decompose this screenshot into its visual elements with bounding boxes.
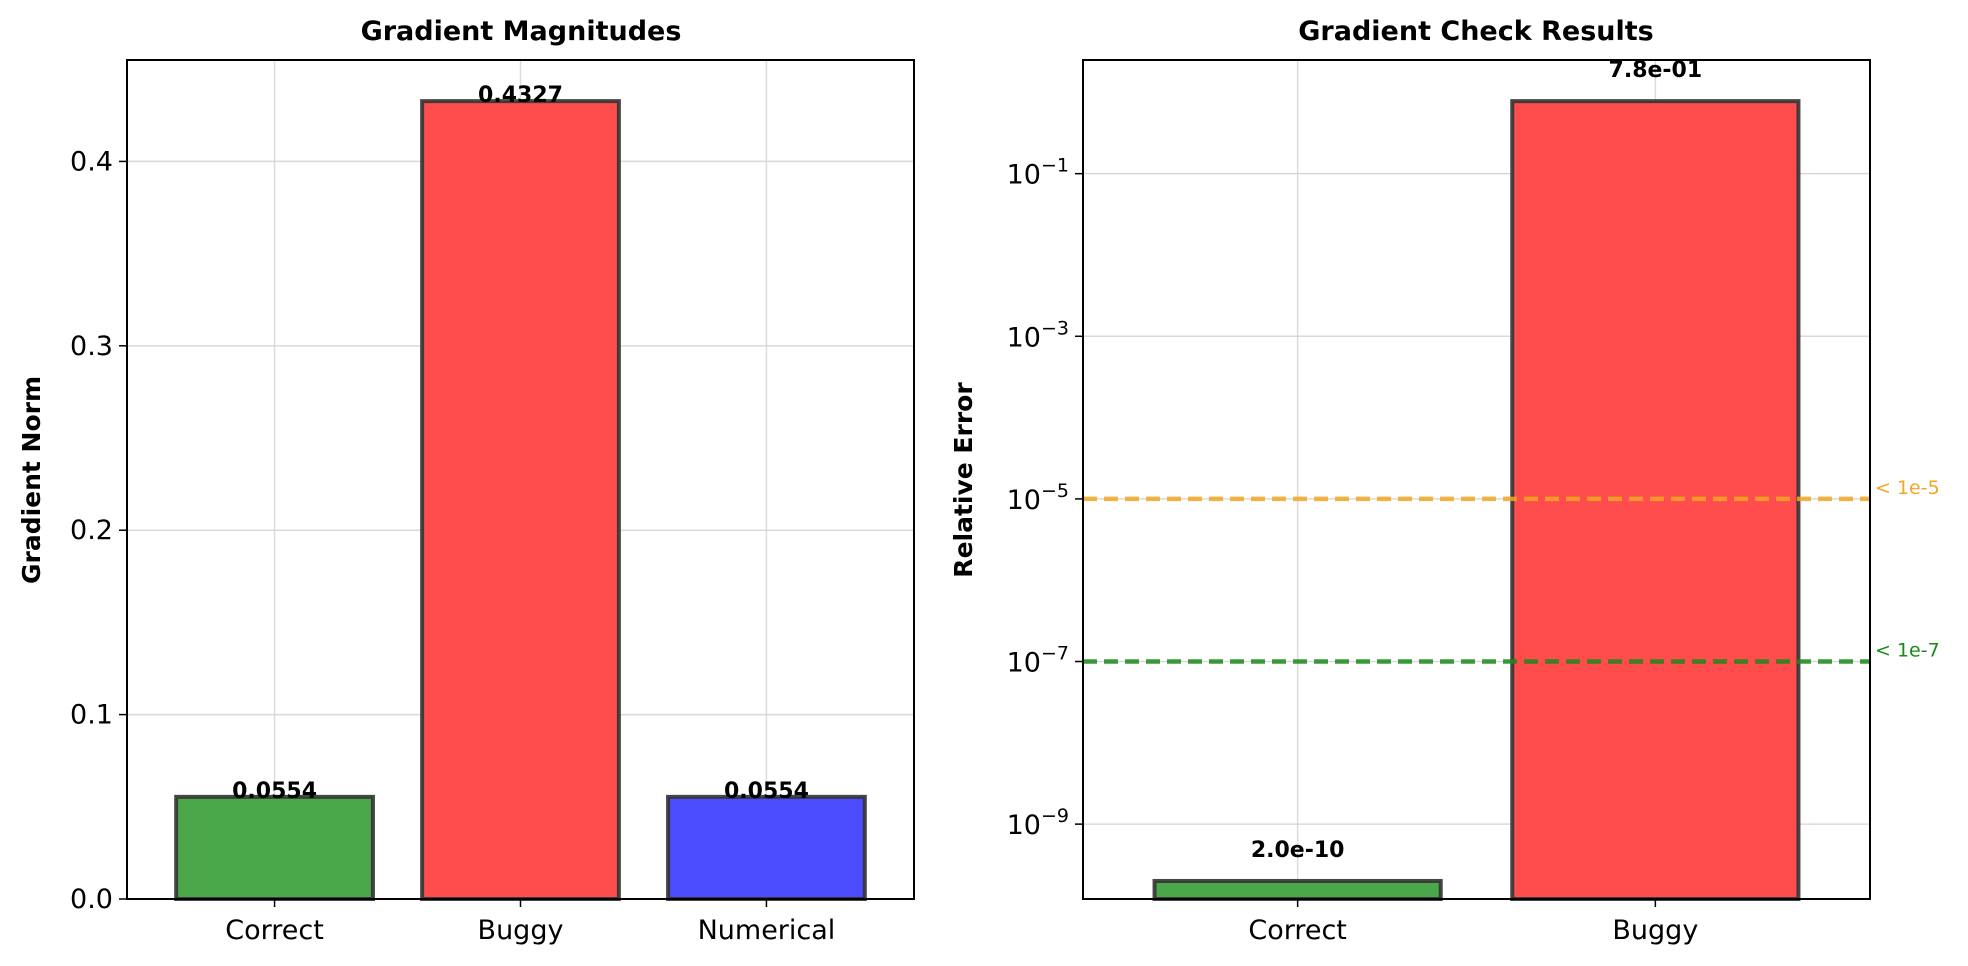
x-tick-label: Numerical bbox=[698, 915, 836, 946]
y-tick-label: 10−3 bbox=[1007, 317, 1069, 353]
y-tick-label: 0.3 bbox=[70, 331, 113, 362]
y-tick-label: 10−5 bbox=[1007, 480, 1069, 516]
x-tick-label: Buggy bbox=[478, 915, 564, 946]
x-tick-label: Buggy bbox=[1612, 915, 1698, 946]
bar-buggy bbox=[420, 99, 621, 901]
data-label: 2.0e-10 bbox=[1251, 838, 1345, 863]
data-label: 7.8e-01 bbox=[1609, 58, 1703, 83]
x-tick-label: Correct bbox=[225, 915, 324, 946]
threshold-lines: < 1e-5 < 1e-7 bbox=[1083, 477, 1940, 664]
bar-correct bbox=[1152, 878, 1443, 901]
data-label: 0.0554 bbox=[232, 779, 317, 804]
chart-title: Gradient Check Results bbox=[1298, 16, 1653, 47]
threshold-label: < 1e-5 bbox=[1875, 477, 1940, 499]
y-tick-label: 0.0 bbox=[70, 884, 113, 915]
x-tick-label: Correct bbox=[1248, 915, 1347, 946]
y-tick-label: 10−1 bbox=[1007, 155, 1069, 191]
y-axis-label: Relative Error bbox=[949, 382, 978, 578]
y-tick-label: 0.2 bbox=[70, 515, 113, 546]
y-tick-label: 0.4 bbox=[70, 146, 113, 177]
bar-numerical bbox=[666, 794, 867, 902]
y-axis-label: Gradient Norm bbox=[17, 376, 46, 584]
bar-correct bbox=[174, 794, 375, 902]
axes: Correct Buggy Numerical 0.0 0.1 0.2 0.3 0.4 bbox=[70, 59, 915, 946]
y-tick-label: 10−9 bbox=[1007, 805, 1069, 841]
bars: 2.0e-10 7.8e-01 bbox=[1152, 58, 1801, 901]
chart-title: Gradient Magnitudes bbox=[361, 16, 682, 47]
bars: 0.0554 0.4327 0.0554 bbox=[174, 83, 867, 902]
y-tick-label: 0.1 bbox=[70, 700, 113, 731]
plot-frame bbox=[1082, 59, 1871, 900]
data-label: 0.4327 bbox=[478, 83, 563, 108]
data-label: 0.0554 bbox=[724, 779, 809, 804]
gradient-check-panel: Gradient Check Results Relative Error 2.… bbox=[949, 16, 1940, 946]
threshold-label: < 1e-7 bbox=[1875, 640, 1940, 662]
gradient-magnitudes-panel: Gradient Magnitudes Gradient Norm 0.0554… bbox=[17, 16, 915, 946]
axes: Correct Buggy 10−9 10−7 10−5 10−3 10−1 bbox=[1007, 59, 1871, 946]
y-tick-label: 10−7 bbox=[1007, 643, 1069, 679]
